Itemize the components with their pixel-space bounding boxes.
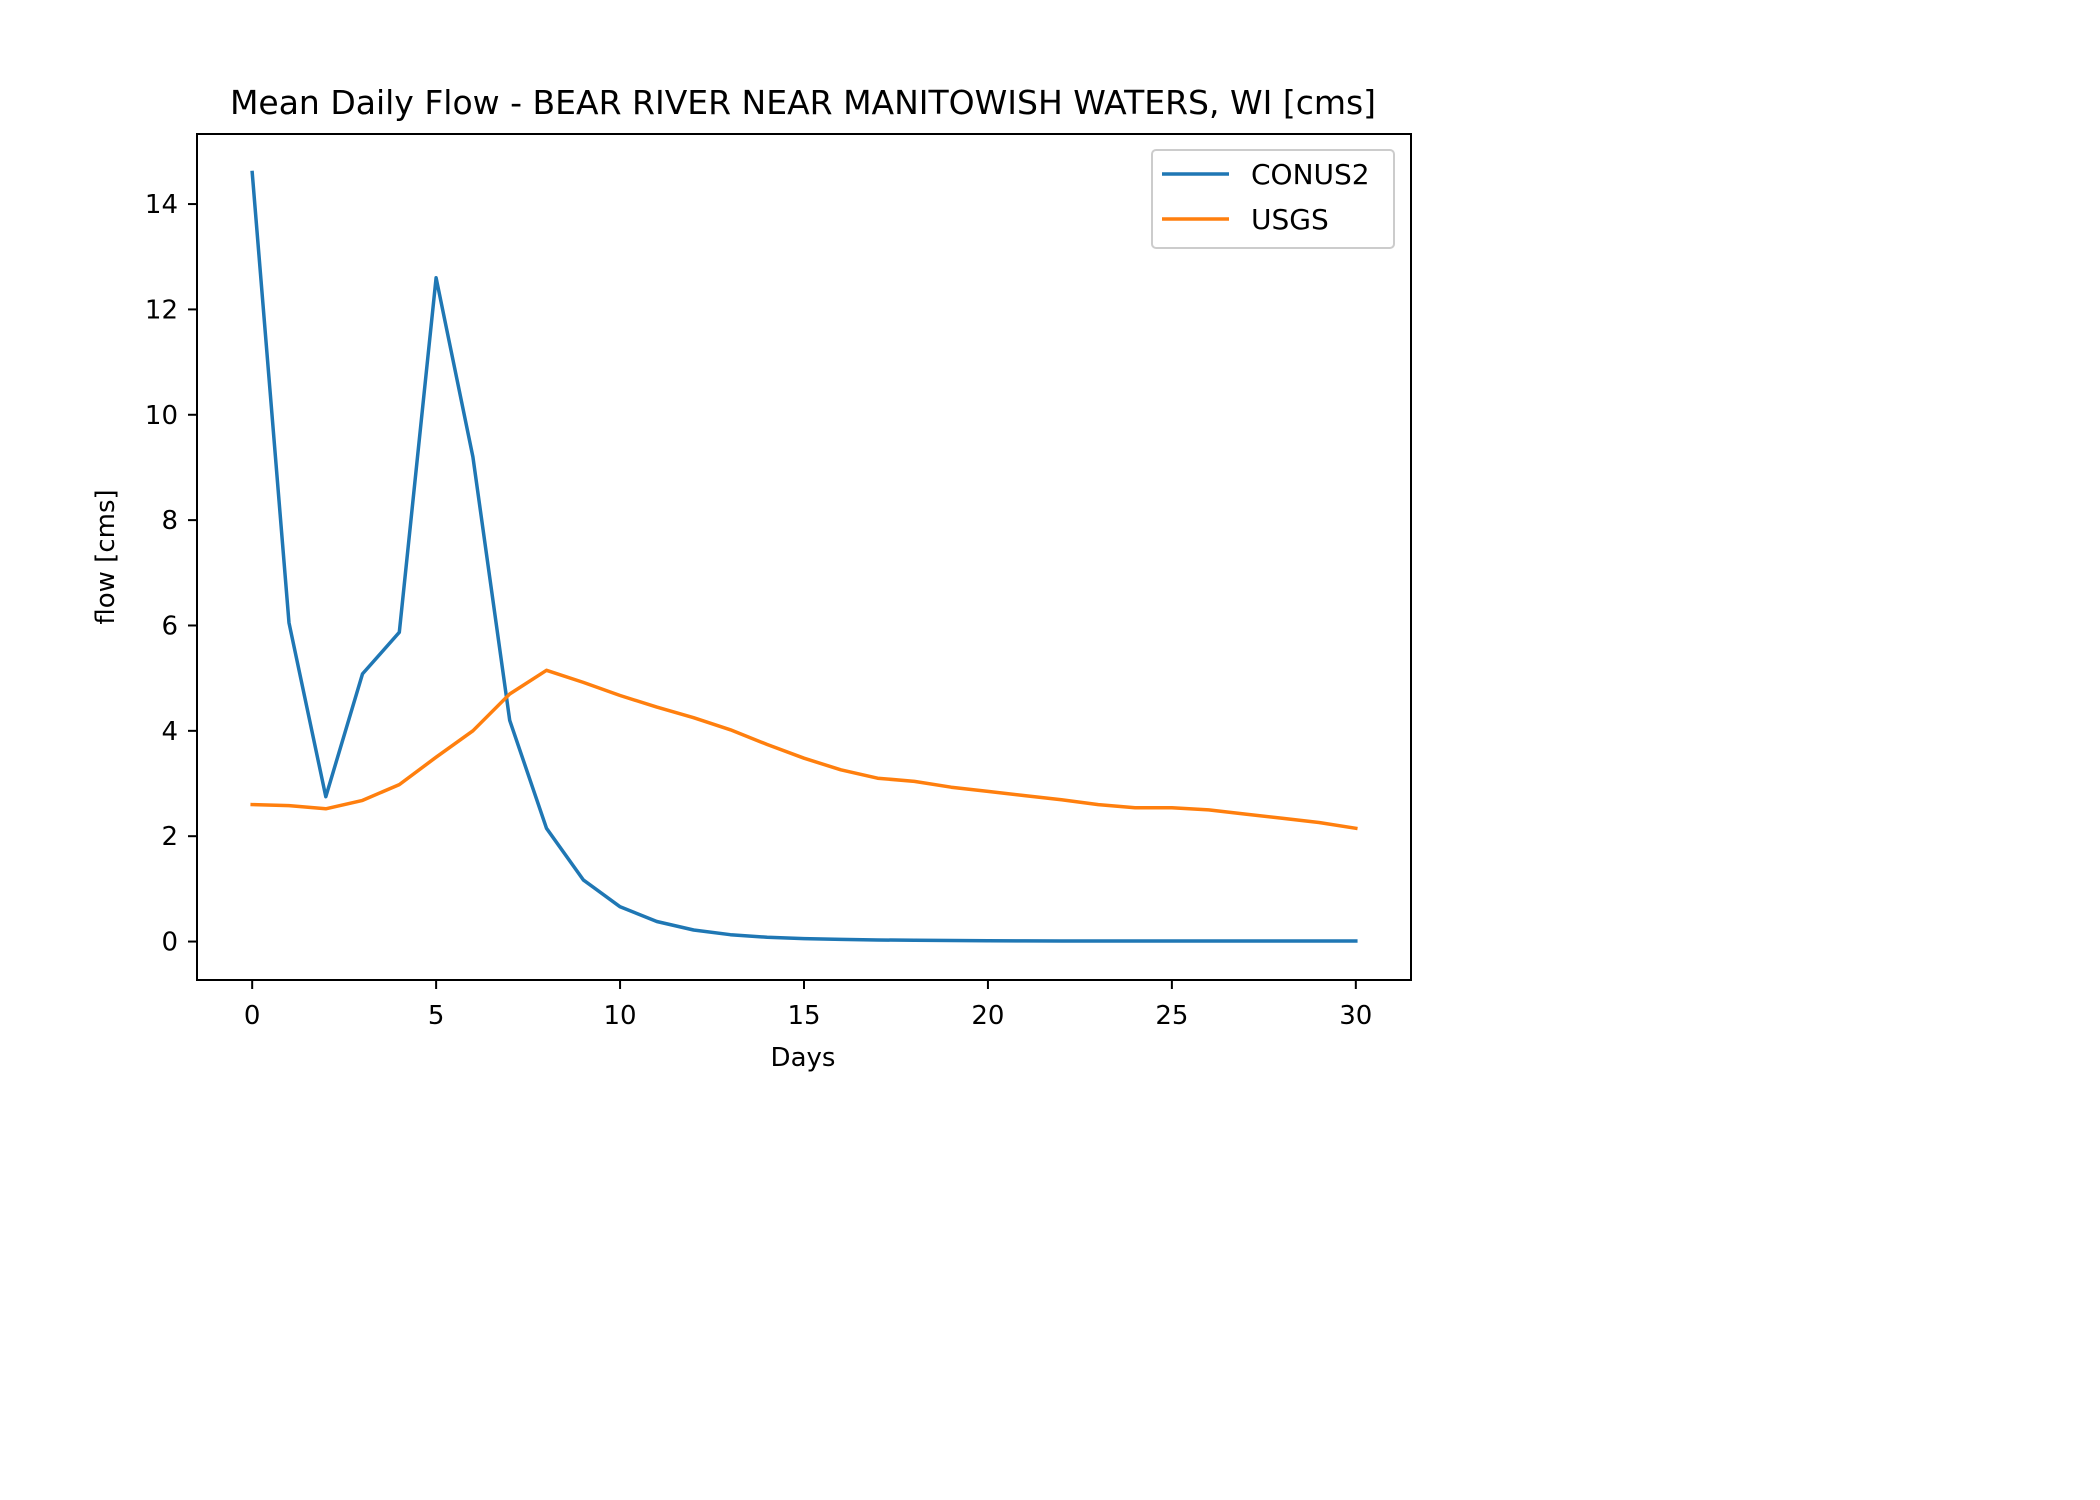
ticks-layer: 0 5 10 15 20 25 30 0 2 4 6 8 10 12 14 — [145, 190, 1372, 1031]
y-tick-label: 4 — [161, 717, 178, 747]
series-layer — [250, 170, 1358, 943]
x-axis-label: Days — [771, 1043, 836, 1073]
legend-label-conus2: CONUS2 — [1251, 158, 1370, 191]
chart-title: Mean Daily Flow - BEAR RIVER NEAR MANITO… — [230, 83, 1376, 122]
x-tick-label: 25 — [1155, 1001, 1188, 1031]
series-line-conus2 — [250, 170, 1358, 943]
x-tick-label: 5 — [428, 1001, 445, 1031]
series-line-usgs — [250, 668, 1358, 831]
legend: CONUS2 USGS — [1151, 149, 1395, 249]
y-tick-label: 12 — [145, 295, 178, 325]
x-tick-label: 30 — [1339, 1001, 1372, 1031]
x-tick-label: 10 — [604, 1001, 637, 1031]
x-tick-label: 20 — [971, 1001, 1004, 1031]
y-tick-label: 10 — [145, 401, 178, 431]
y-axis-label: flow [cms] — [91, 489, 121, 624]
y-tick-label: 6 — [161, 611, 178, 641]
y-tick-label: 8 — [161, 506, 178, 536]
y-tick-label: 2 — [161, 822, 178, 852]
x-tick-label: 15 — [787, 1001, 820, 1031]
x-tick-label: 0 — [244, 1001, 261, 1031]
chart: Mean Daily Flow - BEAR RIVER NEAR MANITO… — [91, 83, 1412, 1073]
y-tick-label: 14 — [145, 190, 178, 220]
y-tick-label: 0 — [161, 928, 178, 958]
legend-label-usgs: USGS — [1251, 203, 1329, 236]
plot-frame — [196, 133, 1412, 981]
